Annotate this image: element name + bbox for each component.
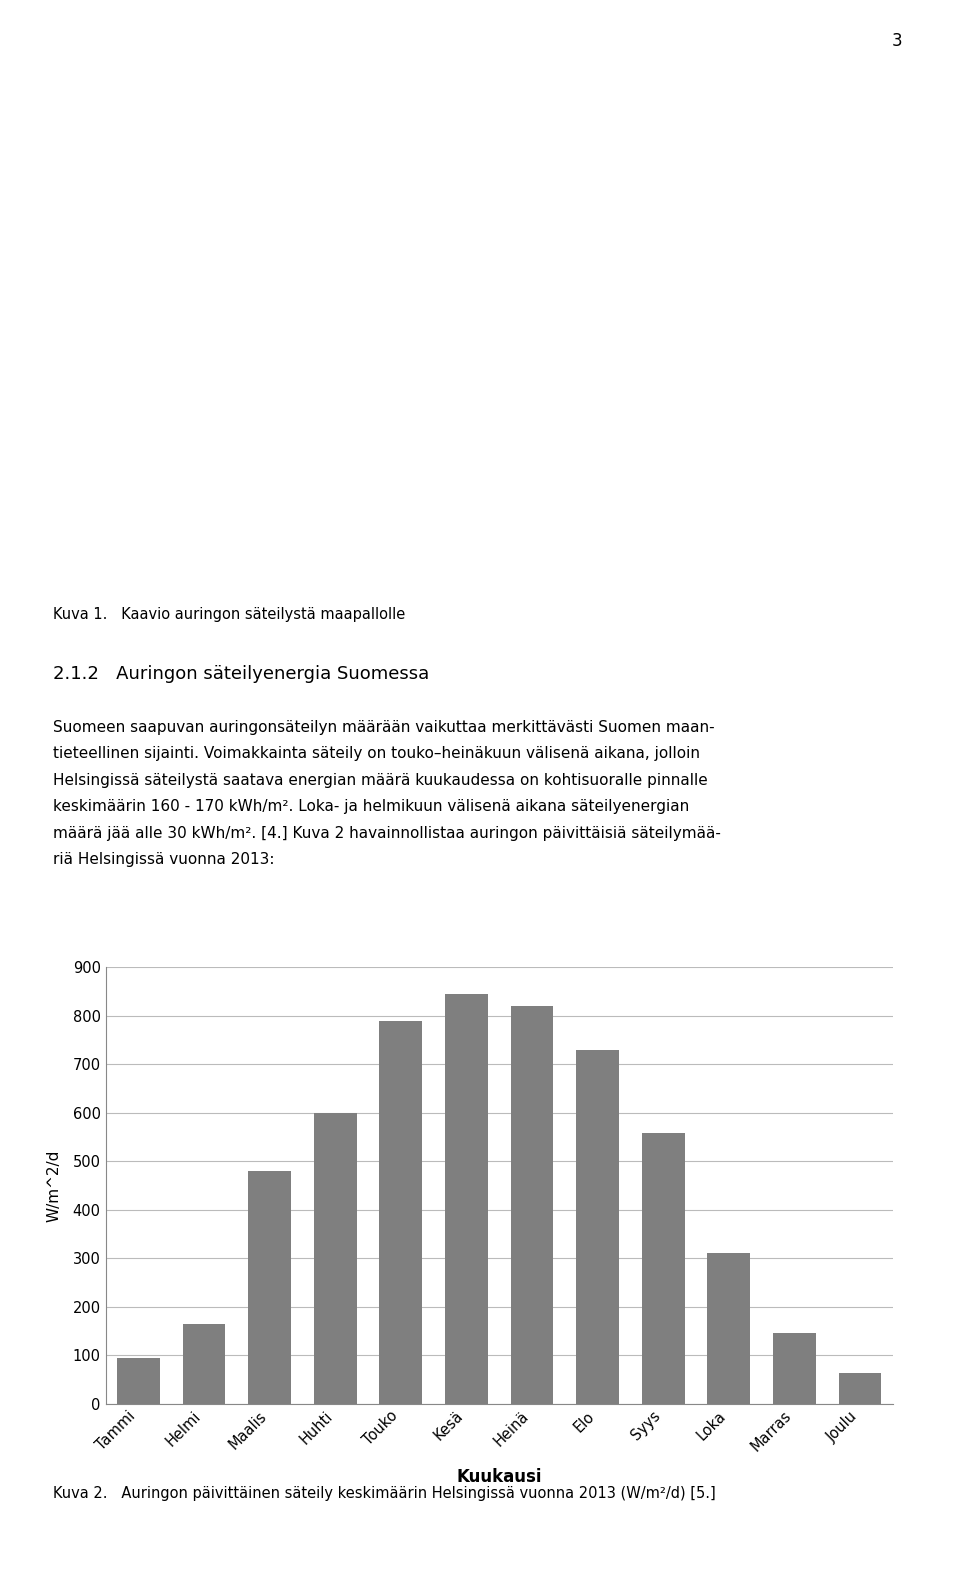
Bar bbox=[249, 1170, 291, 1404]
Bar bbox=[117, 1358, 159, 1404]
Text: Suomeen saapuvan auringonsäteilyn määrään vaikuttaa merkittävästi Suomen maan-
t: Suomeen saapuvan auringonsäteilyn määrää… bbox=[53, 720, 721, 868]
Text: 3: 3 bbox=[892, 32, 902, 49]
Bar bbox=[773, 1334, 816, 1404]
Y-axis label: W/m^2/d: W/m^2/d bbox=[46, 1150, 61, 1221]
Bar bbox=[839, 1373, 881, 1404]
Bar bbox=[642, 1132, 684, 1404]
Text: Kuva 2.   Auringon päivittäinen säteily keskimäärin Helsingissä vuonna 2013 (W/m: Kuva 2. Auringon päivittäinen säteily ke… bbox=[53, 1486, 715, 1500]
Bar bbox=[314, 1113, 356, 1404]
Bar bbox=[445, 994, 488, 1404]
Text: Kuva 1.   Kaavio auringon säteilystä maapallolle: Kuva 1. Kaavio auringon säteilystä maapa… bbox=[53, 607, 405, 622]
Text: 2.1.2   Auringon säteilyenergia Suomessa: 2.1.2 Auringon säteilyenergia Suomessa bbox=[53, 665, 429, 682]
Bar bbox=[576, 1050, 619, 1404]
Bar bbox=[708, 1253, 750, 1404]
X-axis label: Kuukausi: Kuukausi bbox=[456, 1469, 542, 1486]
Bar bbox=[511, 1006, 553, 1404]
Bar bbox=[182, 1324, 226, 1404]
Bar bbox=[379, 1021, 422, 1404]
